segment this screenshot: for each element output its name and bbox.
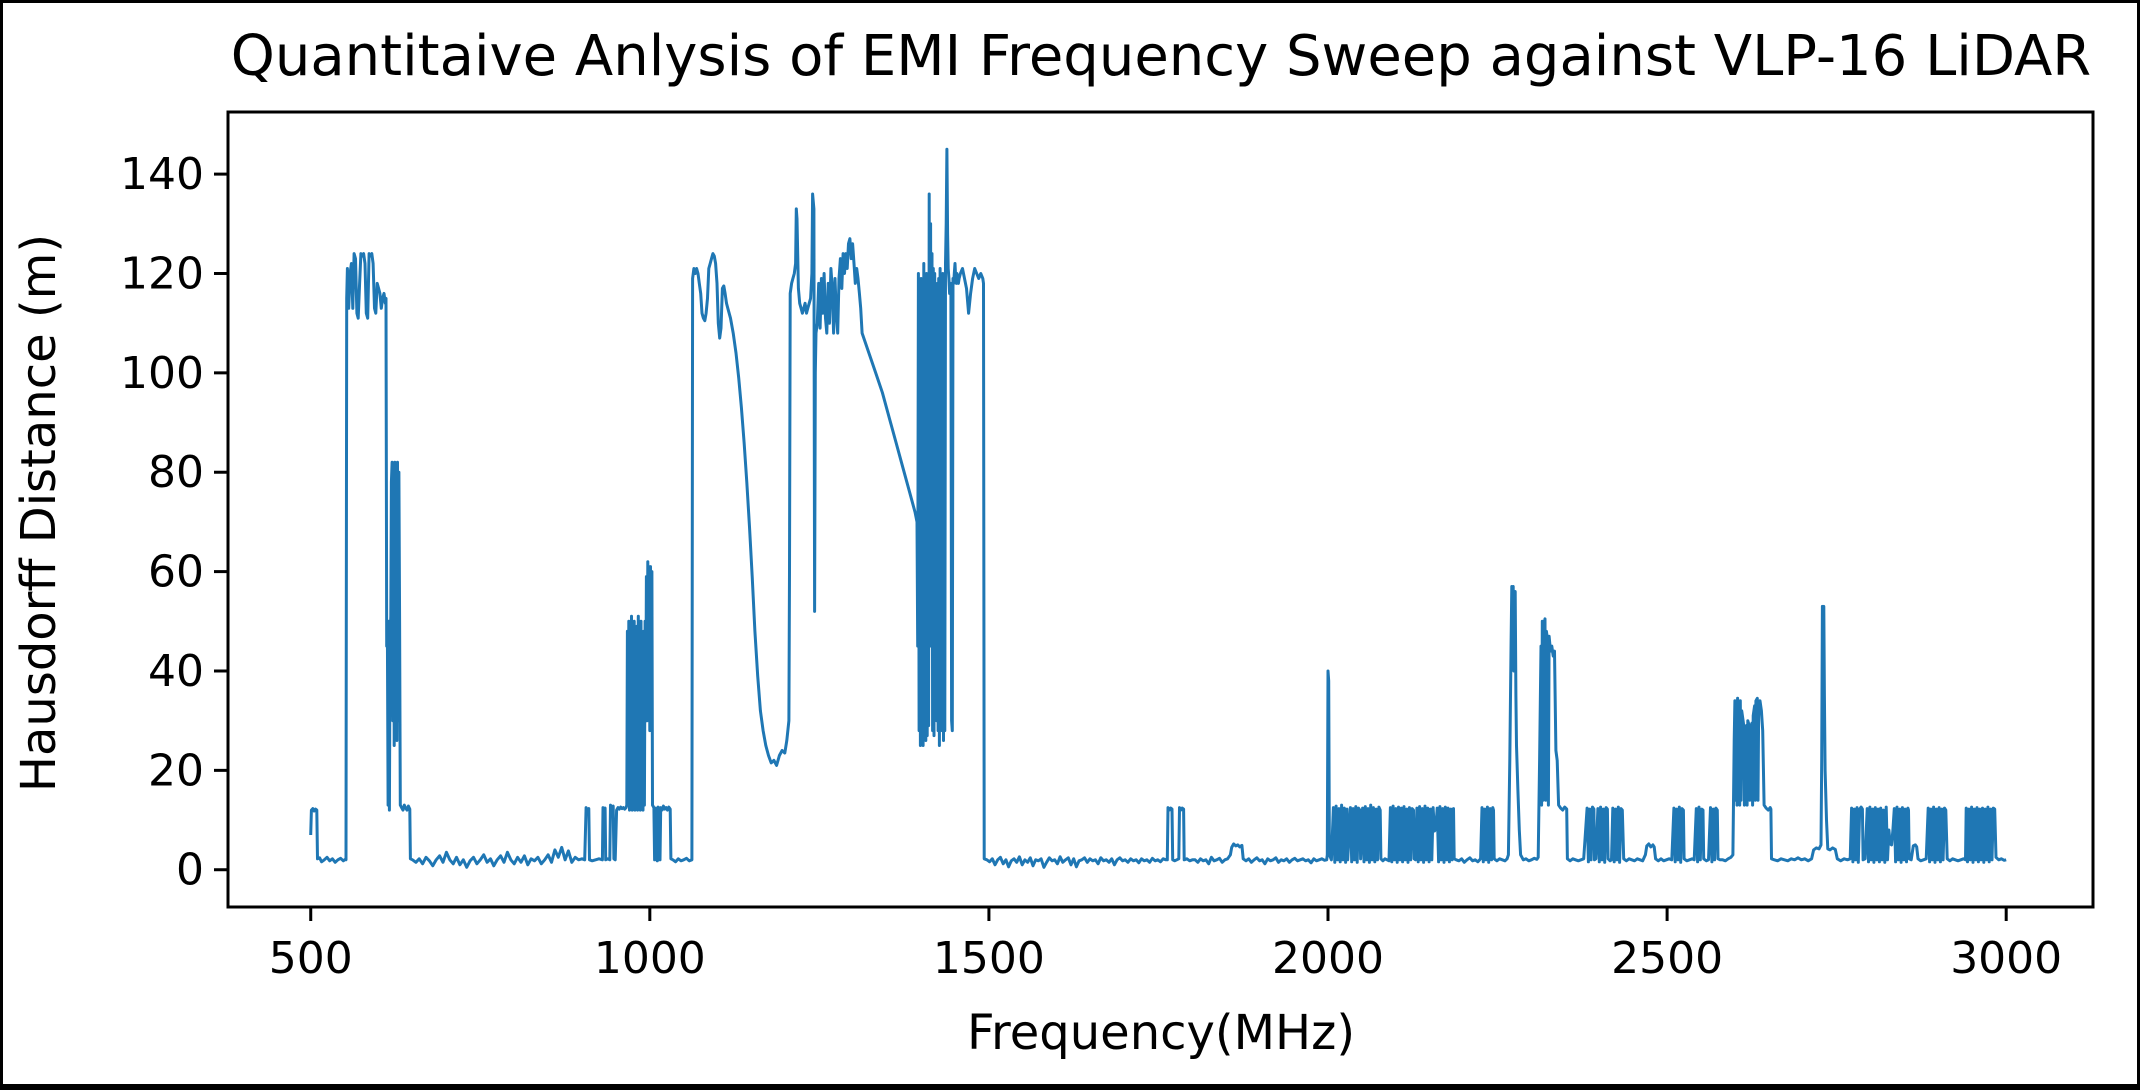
y-tick-label: 60	[148, 547, 204, 598]
x-tick-label: 1000	[594, 933, 706, 984]
x-ticks: 500 1000 1500 2000 2500 3000	[269, 907, 2062, 984]
x-tick-label: 1500	[933, 933, 1045, 984]
x-tick-label: 3000	[1950, 933, 2062, 984]
y-tick-label: 80	[148, 447, 204, 498]
y-tick-label: 40	[148, 646, 204, 697]
chart-title: Quantitaive Anlysis of EMI Frequency Swe…	[231, 24, 2091, 89]
y-ticks: 0 20 40 60 80 100 120 140	[120, 149, 228, 896]
y-tick-label: 100	[120, 348, 204, 399]
series-line-hausdorff-distance-vs-frequency	[309, 147, 2007, 869]
y-axis-label: Hausdorff Distance (m)	[11, 234, 67, 792]
axes-spines	[226, 110, 2095, 909]
plot-border	[226, 110, 2095, 909]
y-tick-label: 0	[176, 845, 204, 896]
x-tick-label: 2000	[1272, 933, 1384, 984]
y-tick-label: 140	[120, 149, 204, 200]
x-tick-label: 500	[269, 933, 353, 984]
x-tick-label: 2500	[1611, 933, 1723, 984]
data-series	[309, 147, 2007, 869]
y-tick-label: 20	[148, 745, 204, 796]
y-tick-label: 120	[120, 248, 204, 299]
x-axis-label: Frequency(MHz)	[967, 1005, 1355, 1061]
chart-svg: Quantitaive Anlysis of EMI Frequency Swe…	[11, 24, 2095, 1061]
